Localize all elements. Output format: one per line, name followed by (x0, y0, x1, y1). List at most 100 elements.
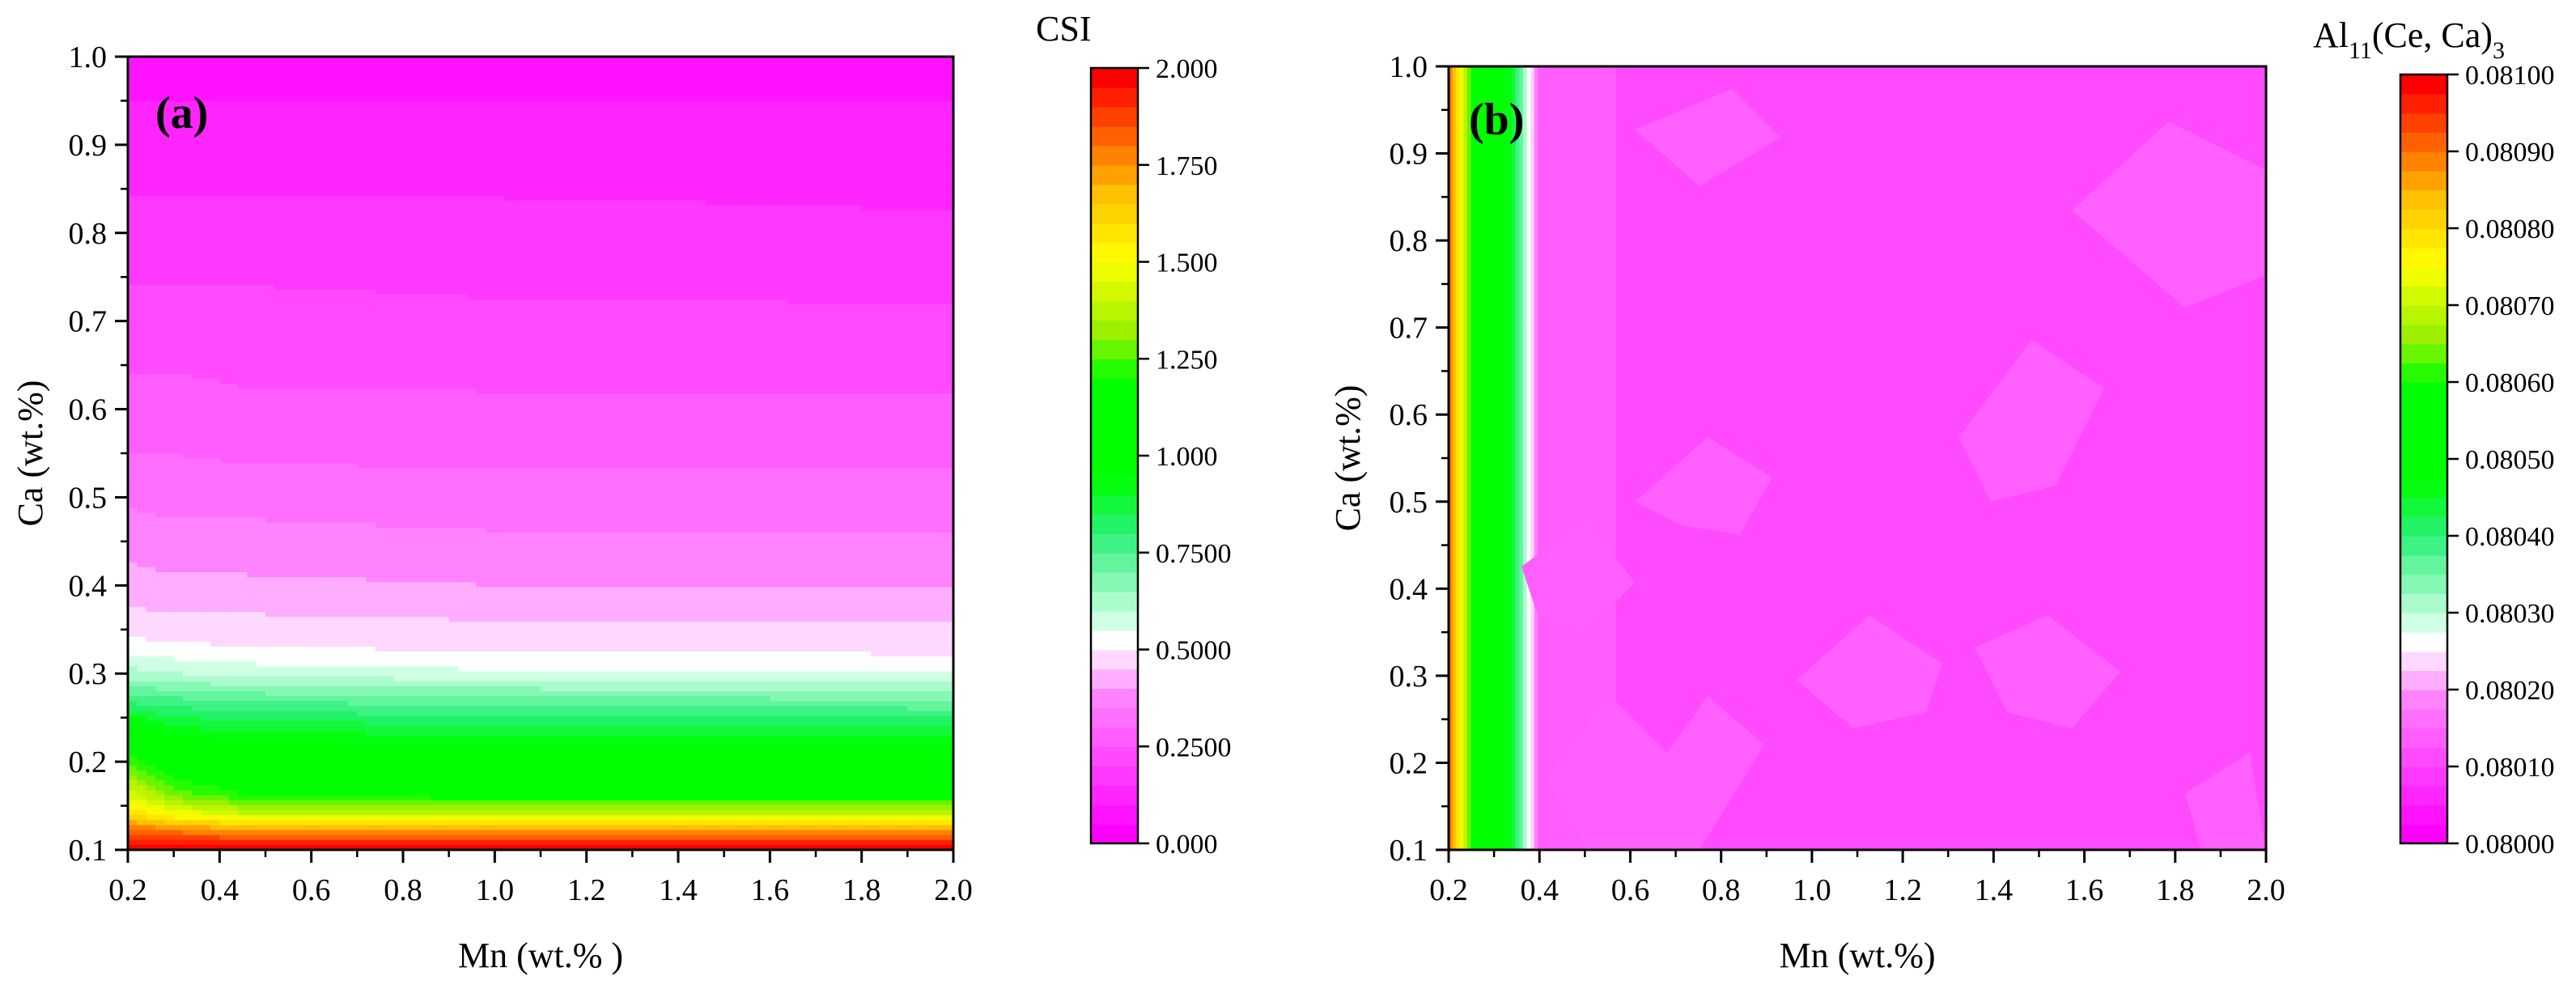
heatmap-cell (651, 185, 660, 191)
heatmap-cell (339, 176, 349, 181)
heatmap-cell (183, 141, 193, 146)
heatmap-cell (550, 245, 559, 251)
heatmap-cell (587, 91, 596, 97)
heatmap-cell (568, 250, 578, 256)
heatmap-cell (494, 131, 504, 137)
heatmap-cell (257, 245, 266, 251)
heatmap-cell (504, 196, 514, 202)
heatmap-cell (898, 215, 908, 221)
heatmap-cell (504, 230, 514, 236)
heatmap-cell (449, 121, 459, 127)
heatmap-cell (898, 77, 908, 83)
heatmap-cell (596, 230, 605, 236)
heatmap-cell (797, 101, 807, 107)
heatmap-cell (843, 156, 853, 162)
heatmap-cell (733, 151, 743, 156)
heatmap-cell (257, 325, 266, 330)
heatmap-cell (660, 117, 669, 122)
heatmap-cell (357, 225, 367, 231)
heatmap-cell (339, 270, 349, 275)
heatmap-cell (587, 71, 596, 77)
heatmap-cell (724, 265, 734, 270)
heatmap-cell (752, 309, 762, 315)
heatmap-cell (513, 280, 523, 286)
heatmap-cell (192, 299, 202, 305)
heatmap-cell (880, 62, 889, 67)
heatmap-cell (504, 176, 514, 181)
heatmap-cell (257, 220, 266, 226)
heatmap-cell (917, 101, 927, 107)
heatmap-cell (202, 329, 211, 335)
heatmap-cell (164, 325, 174, 330)
heatmap-cell (733, 91, 743, 97)
heatmap-cell (458, 131, 468, 137)
heatmap-cell (568, 82, 578, 87)
heatmap-cell (605, 141, 614, 146)
heatmap-cell (504, 136, 514, 142)
heatmap-cell (265, 206, 275, 211)
heatmap-cell (439, 320, 449, 325)
heatmap-cell (339, 210, 349, 216)
heatmap-cell (843, 295, 853, 300)
heatmap-cell (907, 245, 917, 251)
heatmap-cell (843, 66, 853, 72)
heatmap-cell (642, 299, 651, 305)
heatmap-cell (348, 236, 358, 241)
heatmap-cell (715, 320, 724, 325)
heatmap-cell (550, 66, 559, 72)
heatmap-cell (504, 96, 514, 102)
heatmap-cell (164, 77, 174, 83)
heatmap-cell (183, 196, 193, 202)
heatmap-cell (312, 111, 321, 117)
heatmap-cell (807, 295, 817, 300)
heatmap-cell (210, 156, 220, 162)
heatmap-cell (284, 270, 294, 275)
heatmap-cell (504, 295, 514, 300)
heatmap-cell (449, 185, 459, 191)
heatmap-cell (889, 136, 899, 142)
heatmap-cell (403, 131, 413, 137)
heatmap-cell (816, 309, 825, 315)
heatmap-cell (439, 190, 449, 196)
heatmap-cell (926, 196, 936, 202)
heatmap-cell (559, 121, 569, 127)
heatmap-cell (312, 236, 321, 241)
heatmap-cell (541, 240, 550, 246)
heatmap-cell (559, 236, 569, 241)
heatmap-cell (155, 82, 165, 87)
heatmap-cell (449, 171, 459, 176)
heatmap-cell (605, 225, 614, 231)
heatmap-cell (862, 304, 872, 310)
heatmap-cell (632, 151, 642, 156)
heatmap-cell (669, 96, 679, 102)
heatmap-cell (797, 201, 807, 206)
heatmap-cell (898, 299, 908, 305)
heatmap-cell (312, 210, 321, 216)
heatmap-cell (494, 270, 504, 275)
heatmap-cell (458, 320, 468, 325)
heatmap-cell (898, 206, 908, 211)
heatmap-cell (825, 230, 834, 236)
heatmap-cell (320, 106, 330, 112)
heatmap-cell (164, 146, 174, 151)
heatmap-cell (834, 275, 844, 281)
heatmap-cell (788, 161, 798, 167)
heatmap-cell (422, 201, 431, 206)
heatmap-cell (678, 270, 688, 275)
heatmap-cell (384, 299, 394, 305)
heatmap-cell (284, 101, 294, 107)
heatmap-cell (862, 245, 872, 251)
heatmap-cell (128, 111, 138, 117)
heatmap-cell (128, 270, 138, 275)
heatmap-cell (614, 260, 624, 265)
heatmap-cell (862, 320, 872, 325)
heatmap-cell (449, 82, 459, 87)
heatmap-cell (431, 141, 440, 146)
heatmap-cell (412, 220, 422, 226)
heatmap-cell (559, 215, 569, 221)
heatmap-cell (422, 236, 431, 241)
heatmap-cell (797, 230, 807, 236)
heatmap-cell (137, 255, 146, 261)
heatmap-cell (284, 176, 294, 181)
heatmap-cell (247, 309, 257, 315)
